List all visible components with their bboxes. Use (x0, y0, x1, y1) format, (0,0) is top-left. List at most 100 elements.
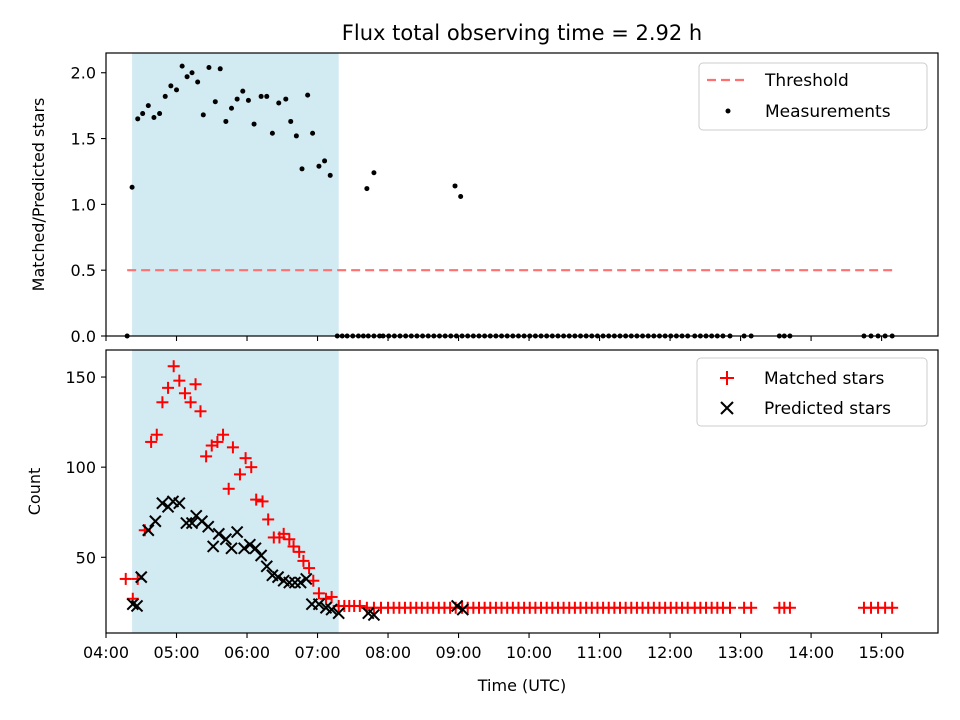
measurement-point (310, 130, 316, 136)
x-tick-label: 10:00 (506, 643, 552, 662)
measurement-point (327, 172, 333, 178)
measurement-point (264, 93, 270, 99)
predicted-star-point (237, 542, 251, 555)
predicted-star-point (180, 516, 193, 530)
x-tick-label: 15:00 (859, 643, 905, 662)
predicted-star-point (225, 542, 238, 555)
measurement-point (179, 63, 185, 69)
matched-star-point (783, 601, 796, 614)
predicted-star-point (243, 538, 257, 551)
measurement-point (251, 121, 257, 127)
y-tick-label: 50 (76, 548, 96, 567)
predicted-star-point (212, 527, 226, 541)
matched-star-point (886, 601, 899, 614)
y-tick-label: 2.0 (71, 64, 96, 83)
measurement-point (229, 105, 235, 111)
measurement-point (195, 79, 201, 85)
measurement-point (217, 66, 223, 72)
matched-stars-points (119, 360, 899, 614)
bottom-panel: 50 100 150 04:00 05:00 06:00 07:00 08:00 09:00 1… (25, 349, 939, 695)
measurement-point (234, 96, 240, 102)
measurement-point (316, 163, 322, 169)
measurement-point (140, 111, 146, 117)
predicted-star-point (173, 497, 186, 510)
matched-star-point (262, 513, 275, 526)
predicted-star-point (130, 599, 144, 613)
top-x-ticks (105, 336, 883, 341)
legend-predicted-label: Predicted stars (764, 399, 891, 419)
predicted-stars-points (126, 495, 469, 622)
y-tick-label: 0.5 (71, 261, 96, 280)
bottom-legend-box (696, 357, 928, 427)
x-tick-label: 07:00 (294, 643, 340, 662)
predicted-star-point (288, 576, 302, 589)
legend-matched-label: Matched stars (764, 369, 884, 389)
predicted-star-point (202, 520, 215, 533)
matched-star-point (150, 428, 163, 441)
matched-star-point (194, 405, 207, 418)
measurement-point (223, 118, 229, 124)
x-tick-label: 12:00 (647, 643, 693, 662)
predicted-star-point (254, 549, 268, 562)
matched-star-point (277, 527, 290, 540)
measurement-point (452, 183, 458, 189)
measurement-point (145, 103, 151, 109)
predicted-star-point (142, 524, 155, 537)
top-y-ticks: 0.0 0.5 1.0 1.5 2.0 (71, 64, 106, 346)
y-tick-label: 1.0 (71, 195, 96, 214)
measurement-point (174, 87, 180, 93)
y-tick-label: 1.5 (71, 130, 96, 149)
measurement-point (458, 193, 464, 199)
matched-star-point (319, 592, 332, 605)
predicted-star-point (185, 516, 199, 530)
measurement-point (364, 186, 370, 192)
matched-star-point (217, 428, 230, 441)
top-legend: Threshold Measurements (698, 62, 928, 131)
x-tick-label: 08:00 (365, 643, 411, 662)
matched-star-point (145, 435, 158, 448)
matched-star-point (250, 493, 263, 506)
measurement-point (245, 97, 251, 103)
x-axis-label: Time (UTC) (477, 676, 566, 695)
top-y-axis-label: Matched/Predicted stars (29, 98, 48, 292)
matched-star-point (200, 450, 213, 463)
matched-star-point (293, 545, 306, 558)
legend-matched-swatch (720, 371, 734, 385)
measurement-point (151, 114, 157, 120)
x-tick-label: 09:00 (435, 643, 481, 662)
measurement-point (305, 92, 311, 98)
matched-star-point (353, 599, 366, 612)
y-tick-label: 100 (65, 458, 96, 477)
measurement-point (189, 70, 195, 76)
top-axes-frame (105, 52, 939, 337)
measurement-point (129, 184, 135, 190)
predicted-star-point (135, 570, 148, 584)
predicted-star-point (249, 542, 262, 555)
matched-star-point (724, 601, 736, 614)
measurement-point (283, 96, 289, 102)
predicted-star-point (312, 597, 326, 611)
matched-star-point (245, 461, 258, 474)
x-tick-label: 14:00 (788, 643, 834, 662)
top-legend-box (698, 62, 928, 131)
predicted-star-point (325, 603, 338, 616)
bottom-y-axis-label: Count (25, 468, 44, 516)
bottom-x-ticks: 04:00 05:00 06:00 07:00 08:00 09:00 10:00 11:00… (83, 633, 905, 662)
measurement-point (135, 116, 141, 122)
matched-star-point (184, 396, 197, 409)
matched-star-point (233, 468, 246, 481)
observing-span-bottom (132, 350, 339, 633)
x-tick-label: 11:00 (577, 643, 623, 662)
measurement-point (240, 88, 246, 94)
measurement-point (299, 166, 305, 172)
matched-star-point (297, 554, 310, 567)
predicted-star-point (450, 599, 464, 613)
chart-title: Flux total observing time = 2.92 h (342, 21, 702, 45)
measurement-point (276, 100, 282, 106)
legend-predicted-swatch (720, 401, 734, 415)
measurement-point (200, 112, 206, 118)
bottom-y-ticks: 50 100 150 (65, 368, 106, 567)
matched-star-point (167, 360, 180, 373)
matched-star-point (162, 381, 175, 394)
measurement-point (269, 130, 275, 136)
